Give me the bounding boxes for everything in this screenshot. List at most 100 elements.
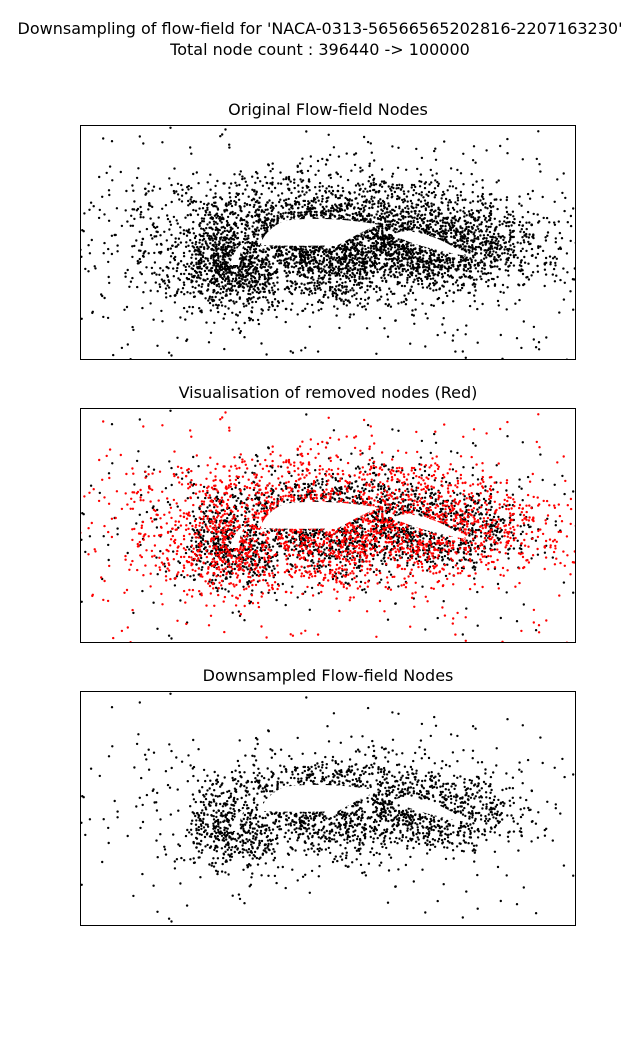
original-node: [337, 155, 341, 158]
original-node: [444, 255, 447, 258]
original-node: [437, 182, 440, 185]
original-node: [236, 193, 240, 197]
original-node: [296, 170, 299, 174]
original-node: [401, 186, 404, 189]
original-node: [236, 236, 240, 240]
original-node: [294, 280, 297, 283]
original-node: [184, 268, 188, 272]
original-node: [234, 289, 238, 292]
original-node: [508, 233, 511, 236]
original-node: [181, 287, 185, 290]
original-node: [187, 231, 190, 234]
original-node: [536, 270, 540, 273]
original-node: [271, 262, 275, 265]
original-node: [490, 254, 493, 258]
original-node: [247, 214, 250, 217]
original-node: [277, 252, 280, 256]
original-node: [318, 259, 321, 262]
original-node: [267, 163, 270, 166]
original-node: [263, 210, 266, 214]
original-node: [289, 308, 293, 311]
original-node: [132, 189, 135, 192]
original-node: [209, 213, 212, 216]
original-node: [532, 325, 536, 329]
original-node: [258, 244, 261, 248]
original-node: [387, 303, 391, 306]
original-node: [343, 252, 347, 255]
original-node: [262, 233, 266, 237]
original-node: [325, 248, 328, 251]
original-node: [358, 193, 361, 196]
original-node: [200, 285, 203, 288]
original-node: [449, 212, 452, 215]
original-node: [98, 208, 101, 212]
original-node: [423, 230, 427, 234]
original-node: [223, 253, 226, 256]
original-node: [312, 262, 315, 265]
original-node: [384, 268, 387, 272]
original-node: [194, 209, 198, 212]
original-node: [291, 302, 294, 305]
original-node: [262, 283, 265, 286]
original-node: [167, 286, 171, 289]
original-node: [240, 230, 243, 234]
original-node: [553, 280, 557, 283]
original-node: [416, 277, 419, 280]
original-node: [370, 231, 374, 234]
original-node: [499, 144, 502, 148]
original-node: [94, 267, 97, 270]
original-node: [216, 222, 219, 225]
original-node: [272, 293, 275, 296]
original-node: [176, 336, 179, 339]
original-node: [280, 192, 284, 195]
original-node: [128, 285, 131, 288]
original-node: [350, 203, 354, 206]
original-node: [233, 246, 236, 250]
original-node: [225, 293, 228, 296]
original-node: [397, 302, 400, 305]
original-node: [472, 256, 475, 259]
original-node: [253, 267, 256, 271]
original-node: [419, 277, 423, 281]
original-node: [353, 257, 357, 260]
original-node: [374, 261, 377, 264]
original-node: [358, 188, 362, 192]
original-node: [427, 205, 430, 208]
original-node: [452, 208, 456, 211]
original-node: [92, 205, 95, 208]
original-node: [187, 199, 190, 203]
original-node: [501, 283, 505, 287]
original-node: [189, 198, 192, 201]
original-node: [227, 241, 230, 245]
original-node: [554, 237, 557, 240]
original-node: [340, 299, 343, 302]
original-node: [410, 313, 414, 316]
original-node: [265, 213, 268, 216]
original-node: [467, 248, 470, 252]
original-node: [377, 229, 380, 233]
original-node: [255, 290, 259, 294]
original-node: [432, 274, 435, 277]
original-node: [395, 197, 399, 201]
original-node: [427, 262, 430, 265]
original-node: [496, 242, 499, 245]
original-node: [140, 241, 144, 244]
original-node: [204, 240, 207, 243]
original-node: [264, 175, 267, 179]
original-node: [286, 183, 289, 186]
original-node: [255, 213, 258, 216]
original-node: [467, 267, 470, 271]
original-node: [506, 137, 509, 141]
original-node: [472, 224, 476, 227]
original-node: [360, 241, 363, 244]
original-node: [353, 153, 356, 156]
original-node: [485, 239, 488, 242]
original-node: [366, 288, 369, 292]
original-node: [444, 229, 447, 232]
original-node: [474, 259, 477, 262]
original-node: [485, 251, 488, 254]
original-node: [505, 258, 508, 261]
original-node: [214, 184, 217, 188]
original-node: [377, 222, 380, 225]
original-node: [242, 286, 246, 289]
